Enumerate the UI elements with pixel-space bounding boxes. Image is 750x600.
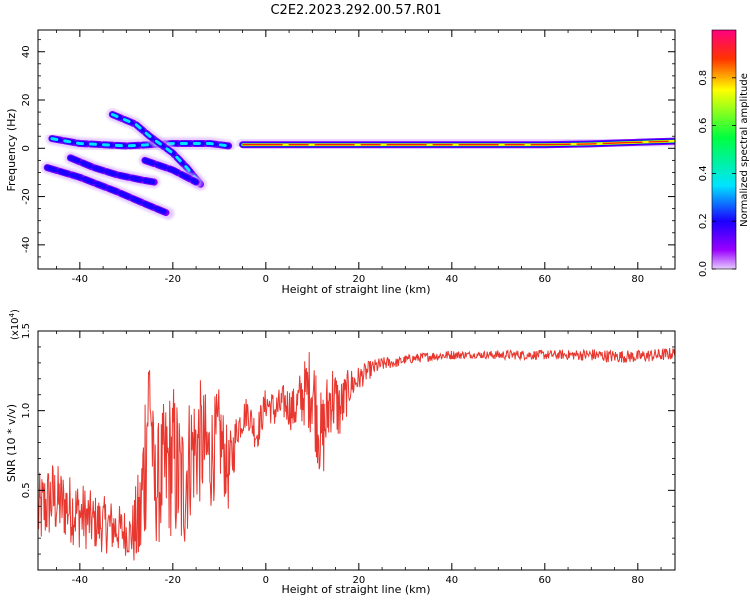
- spectrogram-y-axis-label: Frequency (Hz): [5, 109, 18, 192]
- y-tick-label: 1.5: [21, 323, 32, 339]
- x-tick-label: -40: [72, 575, 88, 586]
- x-tick-label: -40: [72, 274, 88, 285]
- x-tick-label: 20: [352, 274, 365, 285]
- ridge-mid: [44, 165, 171, 216]
- spectrogram-frame: [37, 29, 676, 270]
- y-tick-label: 1.0: [21, 403, 32, 419]
- colorbar-frame: [711, 29, 737, 270]
- spectrogram-panel: -40 -20 0 20 40 60 80 -40 -20 0 20 40 Height of str…: [5, 29, 676, 296]
- colorbar-tick-label: 0.8: [698, 70, 709, 86]
- colorbar-tick-label: 0.6: [698, 118, 709, 134]
- spectrogram-ridges: [41, 108, 675, 220]
- x-tick-label: 0: [263, 575, 269, 586]
- y-tick-label: -40: [21, 237, 32, 253]
- colorbar-gradient: [712, 30, 736, 269]
- x-tick-label: -20: [165, 274, 181, 285]
- y-tick-label: 0.5: [21, 482, 32, 498]
- x-tick-label: 0: [263, 274, 269, 285]
- x-tick-label: 20: [352, 575, 365, 586]
- colorbar-tick-label: 0.2: [698, 213, 709, 229]
- snr-series-line: [38, 347, 675, 561]
- ridge-inner: [50, 137, 231, 148]
- x-tick-label: -20: [165, 575, 181, 586]
- colorbar-ticks: 0.0 0.2 0.4 0.6 0.8: [698, 70, 736, 277]
- snr-frame: [37, 330, 676, 571]
- ridge-inner: [110, 113, 203, 186]
- colorbar-tick-label: 0.4: [698, 165, 709, 181]
- figure-title: C2E2.2023.292.00.57.R01: [270, 3, 441, 18]
- ridge-core-red: [242, 140, 675, 146]
- x-tick-label: 60: [538, 274, 551, 285]
- x-tick-label: 80: [631, 274, 644, 285]
- colorbar: 0.0 0.2 0.4 0.6 0.8 Normalized spectral ampl…: [698, 29, 750, 277]
- snr-y-multiplier: (x104): [8, 309, 21, 340]
- x-tick-label: 60: [538, 575, 551, 586]
- snr-panel: -40 -20 0 20 40 60 80 0.5 1.0 1.5 Height of strai…: [5, 309, 676, 596]
- colorbar-label: Normalized spectral amplitude: [739, 73, 750, 227]
- ridge-inner: [69, 156, 156, 184]
- y-tick-label: 0: [21, 145, 32, 151]
- y-tick-label: -20: [21, 188, 32, 204]
- colorbar-tick-label: 0.0: [698, 261, 709, 277]
- y-tick-label: 20: [21, 94, 32, 107]
- x-tick-label: 40: [445, 575, 458, 586]
- y-tick-label: 40: [21, 45, 32, 58]
- snr-y-axis-label: SNR (10 * v/v): [5, 404, 18, 482]
- spectrogram-x-axis-label: Height of straight line (km): [281, 283, 430, 296]
- snr-x-axis-label: Height of straight line (km): [281, 583, 430, 596]
- x-tick-label: 80: [631, 575, 644, 586]
- ridge-inner: [143, 158, 198, 184]
- x-tick-label: 40: [445, 274, 458, 285]
